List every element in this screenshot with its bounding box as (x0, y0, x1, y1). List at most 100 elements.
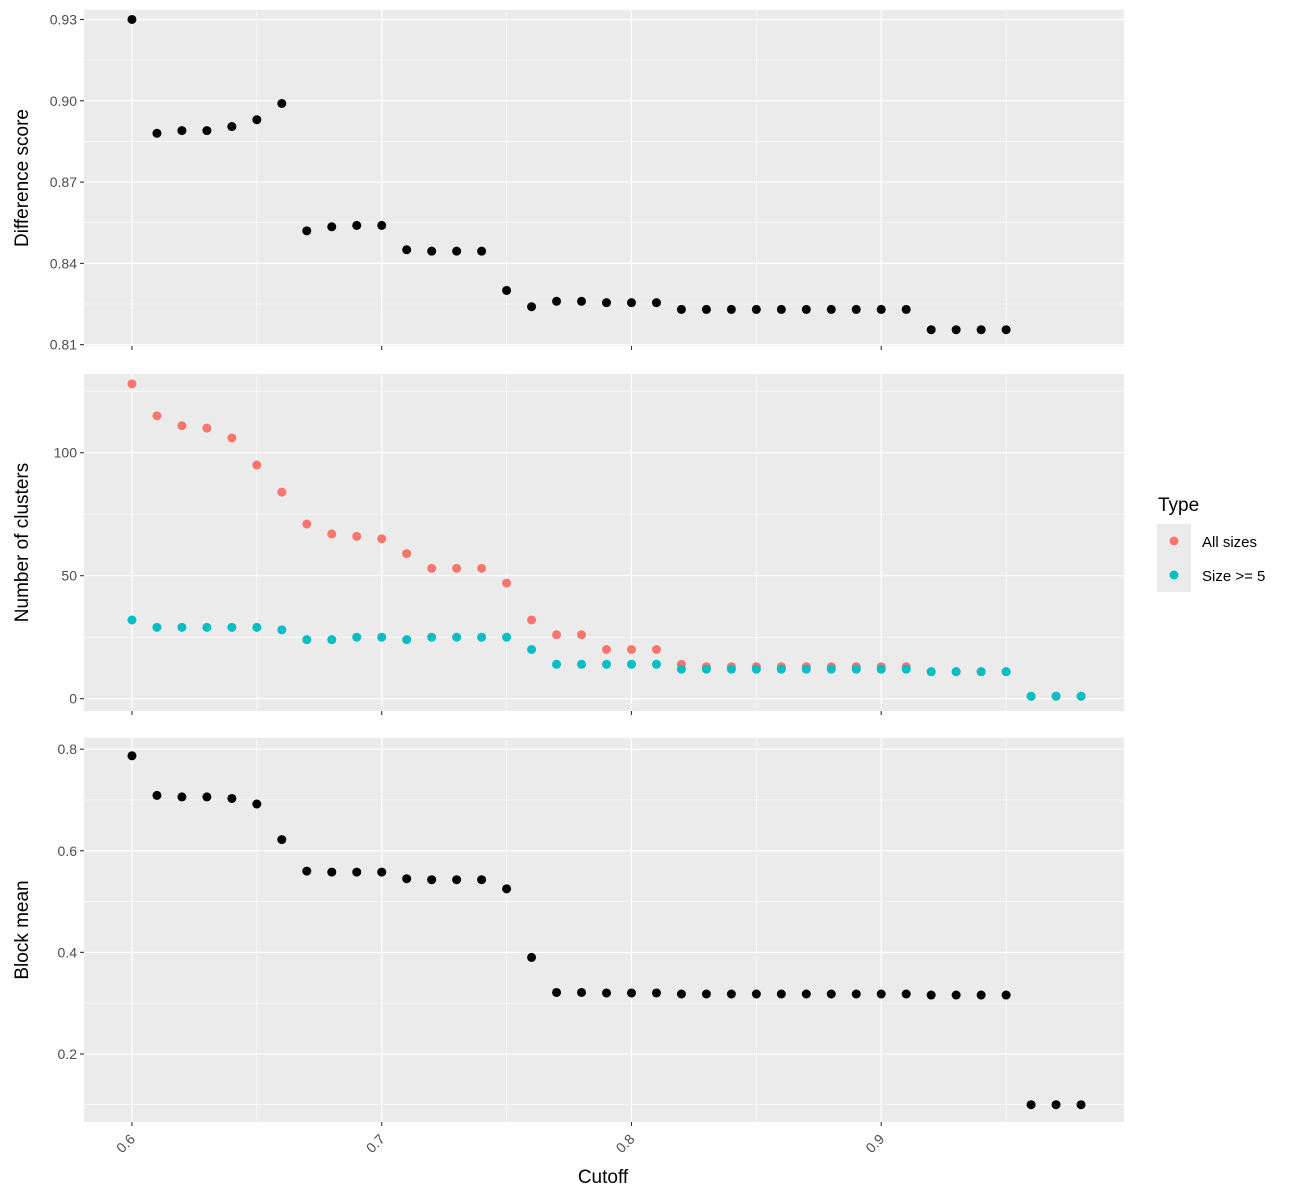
data-point (801, 989, 811, 999)
data-point (352, 632, 362, 642)
y-tick-label: 50 (61, 568, 77, 584)
data-point (177, 622, 187, 632)
data-point (477, 563, 487, 573)
data-point (202, 792, 212, 802)
y-tick-label: 0.93 (50, 11, 77, 27)
data-point (651, 645, 661, 655)
data-point (577, 659, 587, 669)
data-point (152, 622, 162, 632)
data-point (701, 664, 711, 674)
data-point (951, 325, 961, 335)
data-point (951, 667, 961, 677)
data-point (427, 632, 437, 642)
data-point (751, 989, 761, 999)
data-point (676, 989, 686, 999)
y-tick-label: 0 (69, 691, 77, 707)
data-point (751, 664, 761, 674)
x-tick-label: 0.7 (363, 1131, 388, 1156)
data-point (352, 867, 362, 877)
data-point (377, 534, 387, 544)
data-point (452, 632, 462, 642)
data-point (227, 433, 237, 443)
data-point (826, 304, 836, 314)
data-point (577, 987, 587, 997)
data-point (252, 799, 262, 809)
data-point (577, 630, 587, 640)
data-point (402, 549, 412, 559)
data-point (976, 990, 986, 1000)
data-point (552, 987, 562, 997)
data-point (427, 875, 437, 885)
y-tick-label: 0.4 (58, 944, 78, 960)
chart-panels: 0.81 0.84 0.87 0.90 0.93 Difference score 0 50 1… (12, 10, 1124, 1156)
series-points (127, 751, 1086, 1110)
data-point (801, 304, 811, 314)
data-point (701, 989, 711, 999)
panel-number-of-clusters: 0 50 100 Number of clusters (12, 374, 1124, 715)
panel-difference-score: 0.81 0.84 0.87 0.90 0.93 Difference score (12, 10, 1124, 353)
data-point (127, 14, 137, 24)
data-point (851, 664, 861, 674)
data-point (327, 529, 337, 539)
data-point (277, 835, 287, 845)
data-point (477, 246, 487, 256)
data-point (452, 875, 462, 885)
panel-background (84, 10, 1124, 346)
data-point (227, 622, 237, 632)
data-point (202, 126, 212, 136)
data-point (202, 423, 212, 433)
data-point (601, 298, 611, 308)
data-point (651, 659, 661, 669)
x-tick-label: 0.9 (862, 1131, 887, 1156)
y-tick-label: 0.90 (50, 93, 77, 109)
y-tick-label: 0.2 (58, 1046, 78, 1062)
data-point (1001, 667, 1011, 677)
data-point (776, 989, 786, 999)
data-point (901, 304, 911, 314)
data-point (726, 989, 736, 999)
data-point (826, 664, 836, 674)
data-point (352, 220, 362, 230)
data-point (427, 246, 437, 256)
data-point (252, 622, 262, 632)
data-point (127, 379, 137, 389)
data-point (552, 296, 562, 306)
data-point (477, 632, 487, 642)
data-point (277, 487, 287, 497)
panel-block-mean: 0.2 0.4 0.6 0.8 Block mean (12, 738, 1124, 1126)
data-point (851, 304, 861, 314)
series-size-5 (127, 615, 1086, 701)
data-point (701, 304, 711, 314)
data-point (876, 664, 886, 674)
legend-key-size-ge-5 (1169, 570, 1179, 580)
data-point (826, 989, 836, 999)
data-point (327, 867, 337, 877)
data-point (901, 989, 911, 999)
data-point (302, 519, 312, 529)
y-tick-label: 0.81 (50, 337, 77, 353)
y-tick-label: 0.87 (50, 174, 77, 190)
data-point (227, 122, 237, 132)
data-point (402, 245, 412, 255)
data-point (402, 635, 412, 645)
data-point (776, 304, 786, 314)
data-point (577, 296, 587, 306)
data-point (1001, 325, 1011, 335)
data-point (1076, 691, 1086, 701)
legend: Type All sizes Size >= 5 (1157, 495, 1265, 592)
data-point (801, 664, 811, 674)
data-point (152, 128, 162, 138)
data-point (402, 874, 412, 884)
x-tick-label: 0.8 (613, 1131, 638, 1156)
data-point (502, 632, 512, 642)
data-point (876, 304, 886, 314)
data-point (302, 635, 312, 645)
data-point (452, 563, 462, 573)
data-point (926, 667, 936, 677)
data-point (152, 411, 162, 421)
y-axis-title: Block mean (12, 880, 33, 979)
data-point (452, 246, 462, 256)
data-point (1001, 990, 1011, 1000)
data-point (277, 625, 287, 635)
data-point (502, 578, 512, 588)
